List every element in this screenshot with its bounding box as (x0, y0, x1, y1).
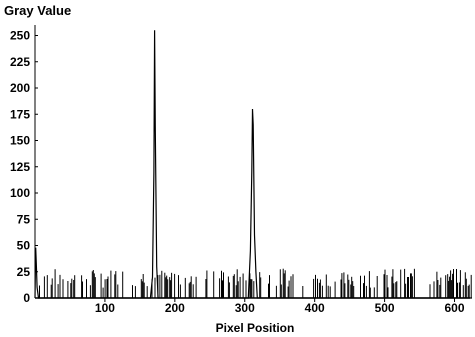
y-tick-label: 225 (10, 55, 30, 69)
x-axis-title: Pixel Position (216, 321, 295, 335)
y-tick-label: 25 (17, 265, 31, 279)
y-tick-label: 125 (10, 160, 30, 174)
y-tick-label: 175 (10, 107, 30, 121)
gray-value-series-line (34, 30, 472, 299)
x-tick-label: 200 (165, 301, 185, 315)
x-tick-label: 500 (375, 301, 395, 315)
y-tick-label: 0 (23, 291, 30, 305)
y-tick-label: 100 (10, 186, 30, 200)
y-tick-label: 75 (17, 212, 31, 226)
x-tick-label: 400 (305, 301, 325, 315)
y-tick-label: 50 (17, 239, 31, 253)
x-tick-label: 300 (235, 301, 255, 315)
y-tick-label: 250 (10, 29, 30, 43)
y-tick-label: 150 (10, 134, 30, 148)
x-tick-label: 100 (95, 301, 115, 315)
x-axis-ticks: 100 200 300 400 500 600 (95, 298, 465, 315)
y-tick-label: 200 (10, 81, 30, 95)
y-axis-title: Gray Value (4, 3, 71, 18)
y-axis-ticks: 0 25 50 75 100 125 150 175 200 225 250 (10, 29, 38, 305)
x-tick-label: 600 (445, 301, 465, 315)
noise-spikes (39, 268, 472, 298)
